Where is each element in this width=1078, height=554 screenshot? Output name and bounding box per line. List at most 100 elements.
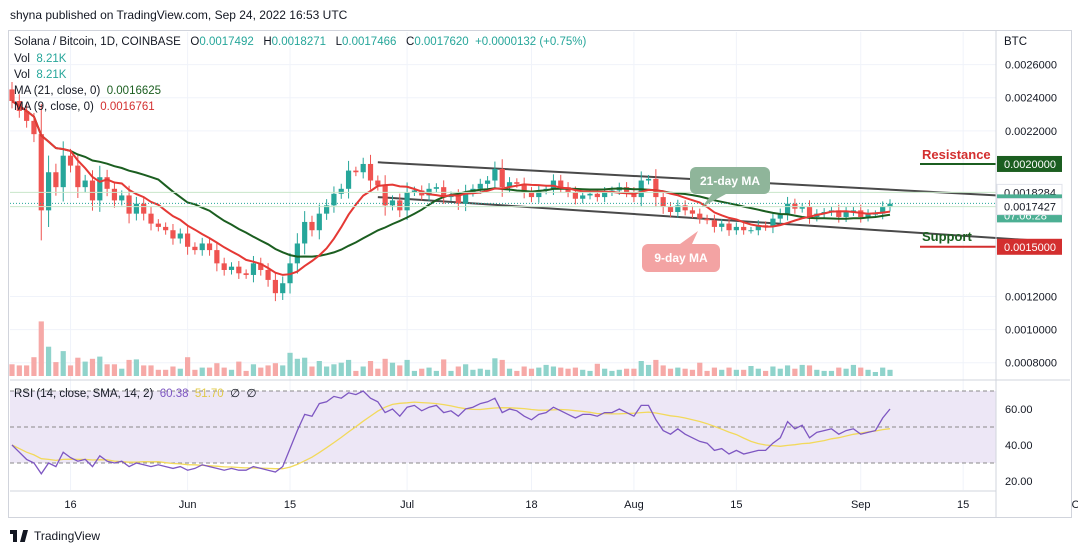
candle-body: [492, 168, 498, 181]
close-value: 0.0017620: [414, 36, 469, 48]
candlesticks: [9, 82, 893, 302]
volume-bar: [821, 370, 827, 376]
candle-body: [265, 269, 271, 280]
volume-bar: [858, 367, 864, 376]
volume-bar: [514, 370, 520, 376]
ma21-callout: 21-day MA: [700, 174, 760, 188]
candle-body: [177, 233, 183, 239]
volume-bar: [836, 367, 842, 376]
candle-body: [338, 188, 344, 194]
candle-body: [324, 205, 330, 214]
ma21-callout-pointer: [702, 194, 726, 207]
ma21-legend: MA (21, close, 0) 0.0016625: [14, 83, 161, 99]
volume-bar: [148, 365, 154, 376]
candle-body: [316, 213, 322, 231]
volume-bar: [185, 357, 191, 376]
footer-brand[interactable]: TradingView: [10, 529, 100, 543]
volume-bar: [565, 368, 571, 376]
candle-body: [250, 263, 257, 275]
volume-bar: [806, 365, 813, 376]
ma21-callout-bg: [690, 167, 770, 194]
candle-body: [148, 213, 154, 224]
volume-bar: [287, 352, 293, 376]
candle-body: [45, 172, 52, 211]
ma9-label[interactable]: MA (9, close, 0): [14, 101, 94, 113]
volume-bar: [470, 369, 476, 376]
candle-body: [382, 185, 388, 206]
volume-bar: [236, 361, 242, 376]
volume-bar: [243, 370, 249, 376]
volume-bar: [170, 366, 176, 376]
candle-body: [309, 221, 315, 231]
volume-bar: [345, 359, 352, 376]
volume-bar: [755, 368, 761, 376]
rsi-pane: 60.00 40.00 20.00: [10, 390, 1033, 488]
candle-body: [155, 223, 161, 227]
volume-bar: [331, 364, 337, 376]
vol-value: 8.21K: [36, 69, 67, 81]
volume-bar: [448, 370, 454, 376]
volume-bar: [609, 370, 615, 376]
candle-body: [653, 178, 659, 198]
volume-bar: [206, 367, 213, 376]
candle-body: [748, 230, 754, 232]
volume-bar: [38, 321, 44, 376]
ma21-label[interactable]: MA (21, close, 0): [14, 85, 101, 97]
support-price-label-bg: [997, 238, 1062, 255]
volume-bar: [477, 368, 483, 376]
volume-bar: [75, 357, 81, 376]
volume-bar: [375, 368, 381, 376]
volume-bar: [133, 359, 139, 376]
volume-bar: [192, 369, 198, 376]
volume-bar: [382, 358, 388, 376]
volume-bar: [704, 370, 710, 376]
volume-bar: [67, 365, 74, 376]
volume-bar: [155, 369, 161, 376]
rsi-label[interactable]: RSI (14, close, SMA, 14, 2): [14, 388, 154, 400]
candle-body: [60, 155, 66, 188]
candle-body: [602, 192, 608, 198]
symbol-label[interactable]: Solana / Bitcoin, 1D, COINBASE: [14, 36, 181, 48]
volume-bar: [280, 365, 286, 376]
volume-bar: [880, 367, 886, 376]
volume-bar: [594, 363, 600, 376]
support-resistance-levels: 0.00200000.00182840.001762007:06:280.001…: [10, 147, 1063, 255]
time-tick-label: 15: [957, 499, 969, 511]
candle-body: [587, 193, 593, 196]
candle-body: [31, 120, 37, 135]
volume-bar: [258, 367, 264, 376]
candle-body: [367, 163, 374, 181]
candle-body: [645, 178, 652, 181]
volume-bar: [60, 351, 66, 376]
candle-body: [667, 207, 674, 212]
candle-body: [53, 172, 59, 188]
candle-body: [185, 233, 191, 247]
volume-bar: [119, 368, 125, 376]
candle-body: [236, 266, 242, 274]
volume-bar: [719, 369, 725, 376]
volume-bar: [272, 363, 278, 376]
price-tick-label: 0.0008000: [1005, 358, 1057, 370]
volume-bar: [887, 369, 893, 376]
volume-bar: [550, 366, 557, 376]
candle-body: [375, 180, 381, 186]
volume-bar: [163, 369, 169, 376]
resistance-annotation: Resistance: [922, 147, 991, 162]
volume-legend-2: Vol 8.21K: [14, 67, 66, 83]
volume-bar: [419, 368, 425, 376]
candle-body: [192, 246, 198, 251]
candle-body: [660, 197, 666, 208]
vol-label[interactable]: Vol: [14, 53, 30, 65]
candle-body: [214, 250, 220, 264]
resistance-price-label-bg: [997, 155, 1062, 172]
vol-label[interactable]: Vol: [14, 69, 30, 81]
volume-bar: [31, 357, 37, 376]
ohlc-legend: Solana / Bitcoin, 1D, COINBASE O0.001749…: [14, 34, 586, 50]
volume-bar: [265, 365, 271, 376]
volume-bar: [645, 364, 652, 376]
volume-bar: [492, 358, 498, 376]
volume-bar: [294, 358, 300, 376]
candle-body: [38, 134, 44, 211]
candle-body: [280, 283, 286, 294]
